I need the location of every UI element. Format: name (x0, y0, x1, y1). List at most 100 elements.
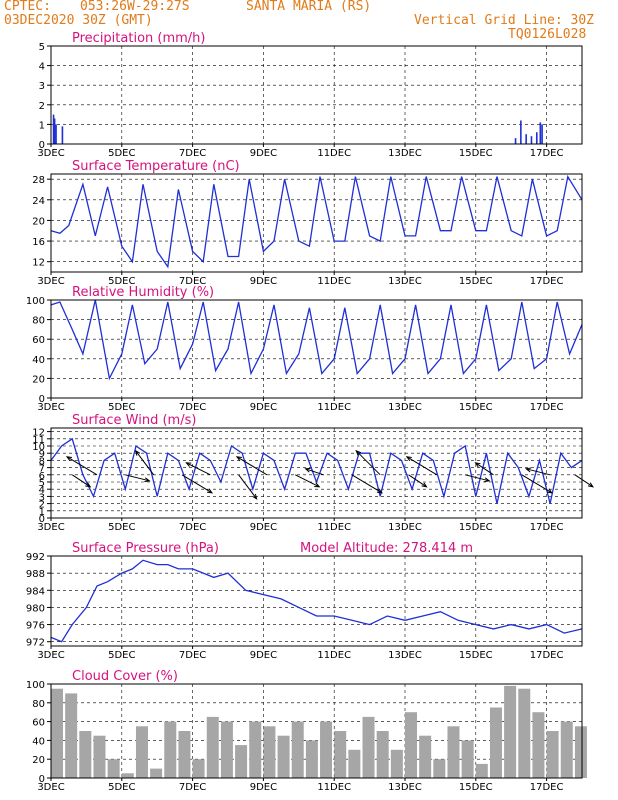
wind-vector-head (144, 477, 151, 483)
header-source: CPTEC: (4, 0, 51, 14)
wind-vector-head (376, 488, 384, 494)
x-tick-label: 5DEC (108, 276, 135, 287)
x-tick-label: 5DEC (108, 782, 135, 793)
x-tick-label: 15DEC (459, 402, 493, 413)
header-init: 03DEC2020 30Z (GMT) (4, 13, 153, 28)
x-tick-label: 17DEC (530, 148, 564, 159)
wind-vector (408, 474, 427, 488)
cloud-bar (518, 688, 531, 778)
wind-vector-head (474, 462, 481, 468)
cloud-bar (447, 726, 460, 778)
panel-title: Relative Humidity (%) (72, 285, 214, 300)
x-tick-label: 9DEC (250, 782, 277, 793)
cloud-bar (320, 721, 333, 778)
x-tick-label: 11DEC (317, 650, 351, 661)
y-tick-label: 4 (39, 485, 45, 496)
x-tick-label: 7DEC (179, 650, 206, 661)
y-tick-label: 12 (32, 428, 45, 439)
wind-vector-head (314, 482, 321, 488)
x-tick-label: 5DEC (108, 148, 135, 159)
x-tick-label: 9DEC (250, 522, 277, 533)
x-tick-label: 15DEC (459, 522, 493, 533)
precip-bar (525, 134, 527, 144)
y-tick-label: 100 (26, 296, 45, 307)
y-tick-label: 0 (39, 774, 45, 785)
precip-bar (535, 132, 538, 144)
panel-title: Precipitation (mm/h) (72, 31, 205, 46)
wind-vector (305, 468, 324, 476)
wind-vector-head (206, 488, 214, 494)
x-tick-label: 15DEC (459, 650, 493, 661)
y-tick-label: 20 (32, 216, 45, 227)
wind-vector (236, 456, 268, 476)
x-tick-label: 9DEC (250, 402, 277, 413)
y-tick-label: 80 (32, 316, 45, 327)
series-line (50, 174, 583, 269)
wind-vector (135, 450, 155, 476)
series-line (50, 437, 583, 504)
wind-vector-head (546, 488, 553, 494)
precip-bar (520, 120, 522, 144)
wind-vector (295, 474, 320, 488)
wind-vector-head (355, 449, 362, 456)
x-tick-label: 13DEC (388, 276, 422, 287)
x-tick-label: 13DEC (388, 782, 422, 793)
x-tick-label: 13DEC (388, 402, 422, 413)
wind-vector-head (405, 456, 412, 462)
x-tick-label: 5DEC (108, 650, 135, 661)
wind-vector-head (421, 482, 428, 488)
x-tick-label: 11DEC (317, 402, 351, 413)
cloud-bar (192, 759, 205, 778)
x-tick-label: 7DEC (179, 276, 206, 287)
wind-vector-head (134, 449, 141, 456)
cloud-bar (362, 716, 375, 778)
cloud-bar (405, 712, 417, 778)
y-tick-label: 9 (39, 449, 45, 460)
cloud-bar (164, 721, 177, 778)
x-tick-label: 7DEC (179, 402, 206, 413)
x-tick-label: 11DEC (317, 782, 351, 793)
y-tick-label: 5 (39, 478, 45, 489)
precip-bar (539, 122, 542, 144)
x-tick-label: 17DEC (530, 522, 564, 533)
wind-vector (526, 468, 551, 476)
y-tick-label: 7 (39, 464, 45, 475)
wind-vector (351, 474, 383, 494)
cloud-bar (348, 749, 361, 778)
precip-bar (541, 124, 543, 144)
y-tick-label: 80 (32, 699, 45, 710)
wind-vector (71, 474, 91, 488)
x-tick-label: 3DEC (37, 276, 64, 287)
precip-bar (530, 136, 533, 144)
wind-vector-head (235, 456, 242, 462)
y-tick-label: 1 (39, 120, 45, 131)
wind-vector (186, 462, 211, 476)
cloud-bar (390, 749, 403, 778)
cloud-bar (263, 726, 276, 778)
y-tick-label: 980 (26, 603, 45, 614)
cloud-bar (305, 740, 318, 778)
header-location: SANTA MARIA (RS) (246, 0, 372, 14)
cloud-bar (291, 721, 304, 778)
x-tick-label: 13DEC (388, 522, 422, 533)
y-tick-label: 988 (26, 569, 45, 580)
y-tick-label: 0 (39, 514, 45, 525)
y-tick-label: 2 (39, 101, 45, 112)
x-tick-label: 9DEC (250, 650, 277, 661)
cloud-bar (334, 731, 347, 778)
precip-bar (55, 124, 57, 144)
x-tick-label: 3DEC (37, 650, 64, 661)
cloud-bar (107, 759, 120, 778)
cloud-bar (249, 721, 262, 778)
series-line (50, 559, 583, 643)
cloud-bar (461, 740, 474, 778)
cloud-bar (419, 735, 432, 778)
header-coords: 053:26W-29:27S (80, 0, 190, 14)
cloud-bar (546, 731, 559, 778)
x-tick-label: 17DEC (530, 276, 564, 287)
panel-annotation: Model Altitude: 278.414 m (300, 541, 473, 556)
x-tick-label: 17DEC (530, 650, 564, 661)
precip-bar (52, 114, 55, 144)
series-line (50, 299, 583, 381)
y-tick-label: 40 (32, 355, 45, 366)
